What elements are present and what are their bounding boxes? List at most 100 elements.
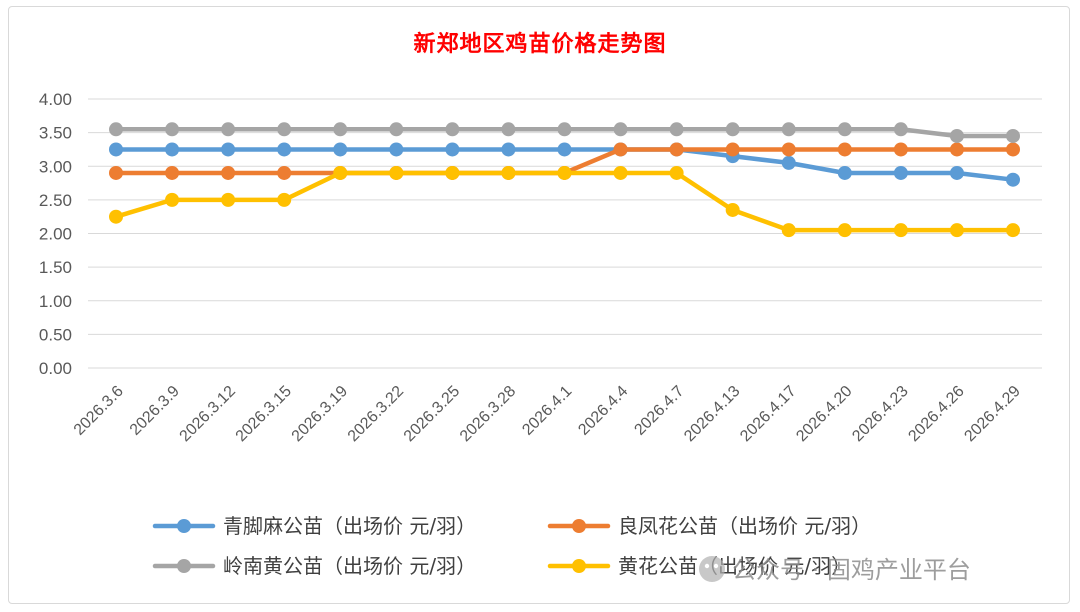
y-tick-label: 2.00 bbox=[39, 225, 72, 244]
data-point bbox=[669, 122, 684, 137]
data-point bbox=[389, 165, 404, 180]
data-point bbox=[837, 165, 852, 180]
data-point bbox=[1006, 223, 1020, 238]
x-tick-label: 2026.3.22 bbox=[345, 383, 407, 445]
series-line-4 bbox=[113, 170, 1016, 233]
legend-label: 良凤花公苗（出场价 元/羽） bbox=[618, 514, 871, 538]
x-tick-label: 2026.3.15 bbox=[233, 383, 295, 445]
data-point bbox=[445, 165, 460, 180]
wechat-icon bbox=[699, 556, 725, 582]
data-point bbox=[333, 142, 348, 157]
x-tick-label: 2026.4.17 bbox=[737, 383, 799, 445]
data-point bbox=[165, 192, 180, 207]
x-tick-label: 2026.3.12 bbox=[177, 383, 239, 445]
data-point bbox=[221, 122, 236, 137]
data-point bbox=[893, 122, 908, 137]
legend-label: 青脚麻公苗（出场价 元/羽） bbox=[223, 514, 476, 538]
data-point bbox=[669, 142, 684, 157]
x-tick-label: 2026.4.23 bbox=[849, 383, 911, 445]
legend-swatch-marker bbox=[177, 559, 191, 573]
data-point bbox=[445, 122, 460, 137]
data-point bbox=[165, 165, 180, 180]
data-point bbox=[109, 122, 123, 137]
data-point bbox=[613, 165, 628, 180]
x-tick-label: 2026.4.7 bbox=[631, 383, 687, 439]
y-tick-label: 3.00 bbox=[39, 157, 72, 176]
x-tick-label: 2026.3.19 bbox=[289, 383, 351, 445]
data-point bbox=[893, 223, 908, 238]
data-point bbox=[613, 142, 628, 157]
legend-swatch-marker bbox=[572, 559, 586, 573]
data-point bbox=[893, 165, 908, 180]
x-tick-label: 2026.3.6 bbox=[71, 383, 127, 439]
data-point bbox=[781, 122, 796, 137]
x-tick-label: 2026.4.29 bbox=[961, 383, 1023, 445]
data-point bbox=[389, 142, 404, 157]
data-point bbox=[613, 122, 628, 137]
x-tick-label: 2026.4.4 bbox=[575, 383, 631, 439]
chart-frame bbox=[8, 6, 1070, 604]
data-point bbox=[725, 122, 740, 137]
data-point bbox=[165, 122, 180, 137]
data-point bbox=[109, 209, 123, 224]
data-point bbox=[277, 142, 292, 157]
data-point bbox=[725, 202, 740, 217]
y-tick-label: 1.00 bbox=[39, 292, 72, 311]
data-point bbox=[109, 165, 123, 180]
legend-swatch-marker bbox=[572, 519, 586, 533]
x-tick-label: 2026.4.13 bbox=[681, 383, 743, 445]
data-point bbox=[221, 192, 236, 207]
legend-label: 黄花公苗（出场价 元/羽） bbox=[618, 554, 851, 578]
data-point bbox=[1006, 142, 1020, 157]
x-tick-label: 2026.3.25 bbox=[401, 383, 463, 445]
watermark-text: 公众号 · 固鸡产业平台 bbox=[732, 556, 971, 584]
x-tick-label: 2026.4.26 bbox=[905, 383, 967, 445]
data-point bbox=[837, 122, 852, 137]
data-point bbox=[725, 142, 740, 157]
y-tick-label: 1.50 bbox=[39, 258, 72, 277]
y-tick-label: 4.00 bbox=[39, 90, 72, 109]
data-point bbox=[1006, 172, 1020, 187]
data-point bbox=[165, 142, 180, 157]
data-point bbox=[1006, 128, 1020, 143]
legend-label: 岭南黄公苗（出场价 元/羽） bbox=[223, 554, 476, 578]
legend-swatch-marker bbox=[177, 519, 191, 533]
data-point bbox=[501, 122, 516, 137]
data-point bbox=[501, 142, 516, 157]
data-point bbox=[781, 142, 796, 157]
wechat-icon-eye bbox=[713, 563, 719, 569]
data-point bbox=[333, 165, 348, 180]
chart-title: 新郑地区鸡苗价格走势图 bbox=[413, 31, 667, 57]
data-point bbox=[277, 192, 292, 207]
x-tick-label: 2026.3.28 bbox=[457, 383, 519, 445]
y-tick-label: 2.50 bbox=[39, 191, 72, 210]
x-tick-label: 2026.4.20 bbox=[793, 383, 855, 445]
data-point bbox=[277, 165, 292, 180]
data-point bbox=[277, 122, 292, 137]
data-point bbox=[445, 142, 460, 157]
data-point bbox=[109, 142, 123, 157]
data-point bbox=[781, 155, 796, 170]
data-point bbox=[557, 122, 572, 137]
wechat-icon-eye bbox=[704, 563, 710, 569]
data-point bbox=[221, 142, 236, 157]
data-point bbox=[949, 128, 964, 143]
data-point bbox=[949, 142, 964, 157]
data-point bbox=[949, 223, 964, 238]
data-point bbox=[557, 142, 572, 157]
data-point bbox=[837, 142, 852, 157]
y-tick-label: 0.00 bbox=[39, 359, 72, 378]
data-point bbox=[501, 165, 516, 180]
data-point bbox=[781, 223, 796, 238]
data-point bbox=[333, 122, 348, 137]
y-tick-label: 0.50 bbox=[39, 325, 72, 344]
data-point bbox=[837, 223, 852, 238]
x-tick-label: 2026.4.1 bbox=[519, 383, 575, 439]
data-point bbox=[557, 165, 572, 180]
x-tick-label: 2026.3.9 bbox=[127, 383, 183, 439]
data-point bbox=[669, 165, 684, 180]
data-point bbox=[221, 165, 236, 180]
data-point bbox=[893, 142, 908, 157]
y-tick-label: 3.50 bbox=[39, 124, 72, 143]
